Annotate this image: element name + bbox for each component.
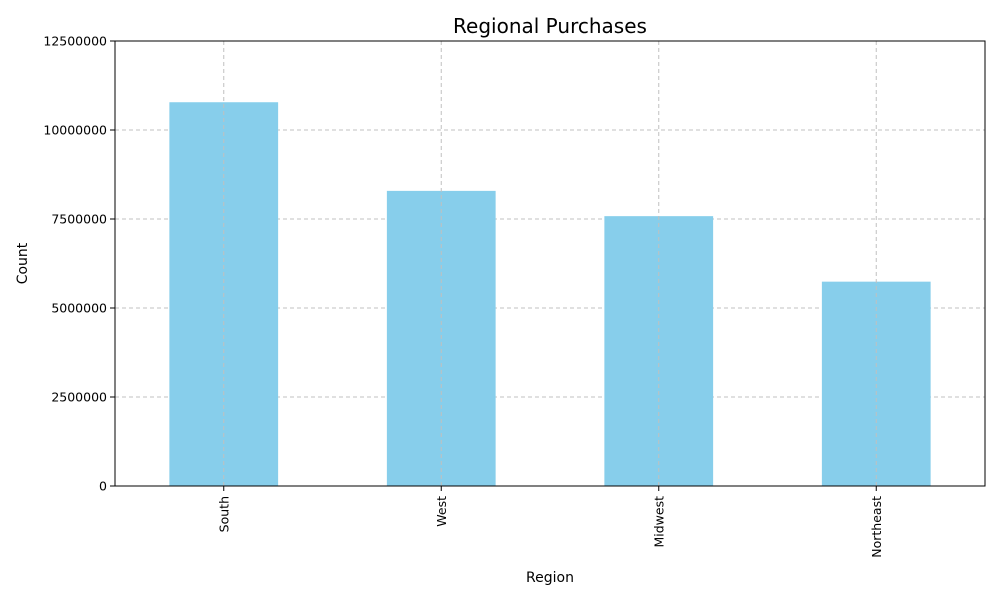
x-axis-label: Region bbox=[526, 570, 574, 586]
y-tick-label: 10000000 bbox=[43, 123, 107, 138]
y-tick-label: 7500000 bbox=[51, 212, 107, 227]
x-tick-label: Northeast bbox=[869, 496, 884, 558]
y-tick-label: 0 bbox=[99, 479, 107, 494]
y-axis-label: Count bbox=[15, 242, 31, 284]
y-tick-label: 5000000 bbox=[51, 301, 107, 316]
x-tick-label: West bbox=[434, 496, 449, 527]
y-tick-label: 2500000 bbox=[51, 390, 107, 405]
y-tick-label: 12500000 bbox=[43, 34, 107, 49]
x-axis-ticks: South West Midwest Northeast bbox=[216, 486, 884, 558]
x-tick-label: Midwest bbox=[651, 496, 666, 548]
chart-title: Regional Purchases bbox=[453, 14, 647, 38]
y-axis-ticks: 0 2500000 5000000 7500000 10000000 12500000 bbox=[43, 34, 115, 494]
plot-frame bbox=[114, 40, 986, 487]
x-tick-label: South bbox=[216, 496, 231, 532]
bars bbox=[169, 102, 931, 487]
vertical-grid-lines bbox=[223, 41, 877, 486]
